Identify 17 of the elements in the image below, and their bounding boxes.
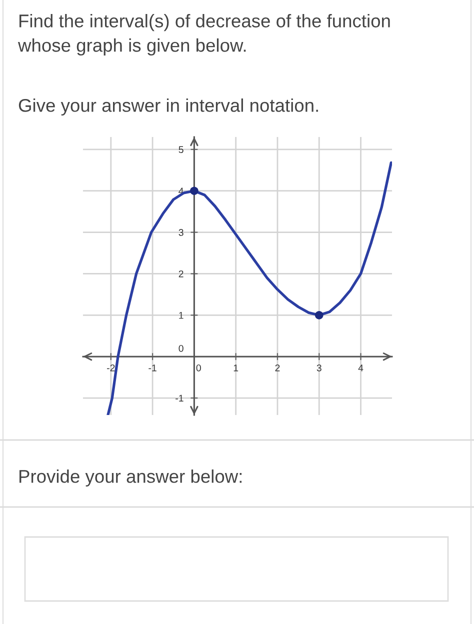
x-tick-label: 2 [275, 364, 280, 372]
y-tick-label: 2 [178, 270, 184, 278]
x-tick-label: 1 [234, 364, 238, 372]
chart-title: Find the interval(s) of decrease of the function whose graph is given below. [18, 14, 390, 56]
text: Provide your answer below: [20, 469, 242, 487]
x-tick-label: 0 [196, 364, 201, 372]
text: Give your answer in interval notation. [18, 98, 318, 116]
y-tick-label: 0 [178, 344, 184, 352]
x-tick-label: 3 [316, 364, 322, 372]
line-series [106, 161, 392, 415]
y-tick-label: -1 [176, 394, 184, 402]
x-tick-label: -2 [107, 364, 115, 372]
x-tick-label: -1 [148, 364, 156, 372]
x-tick-label: 4 [358, 364, 364, 372]
y-tick-label: 1 [179, 312, 184, 319]
y-tick-label: 5 [178, 146, 184, 154]
y-tick-label: 3 [178, 229, 184, 236]
